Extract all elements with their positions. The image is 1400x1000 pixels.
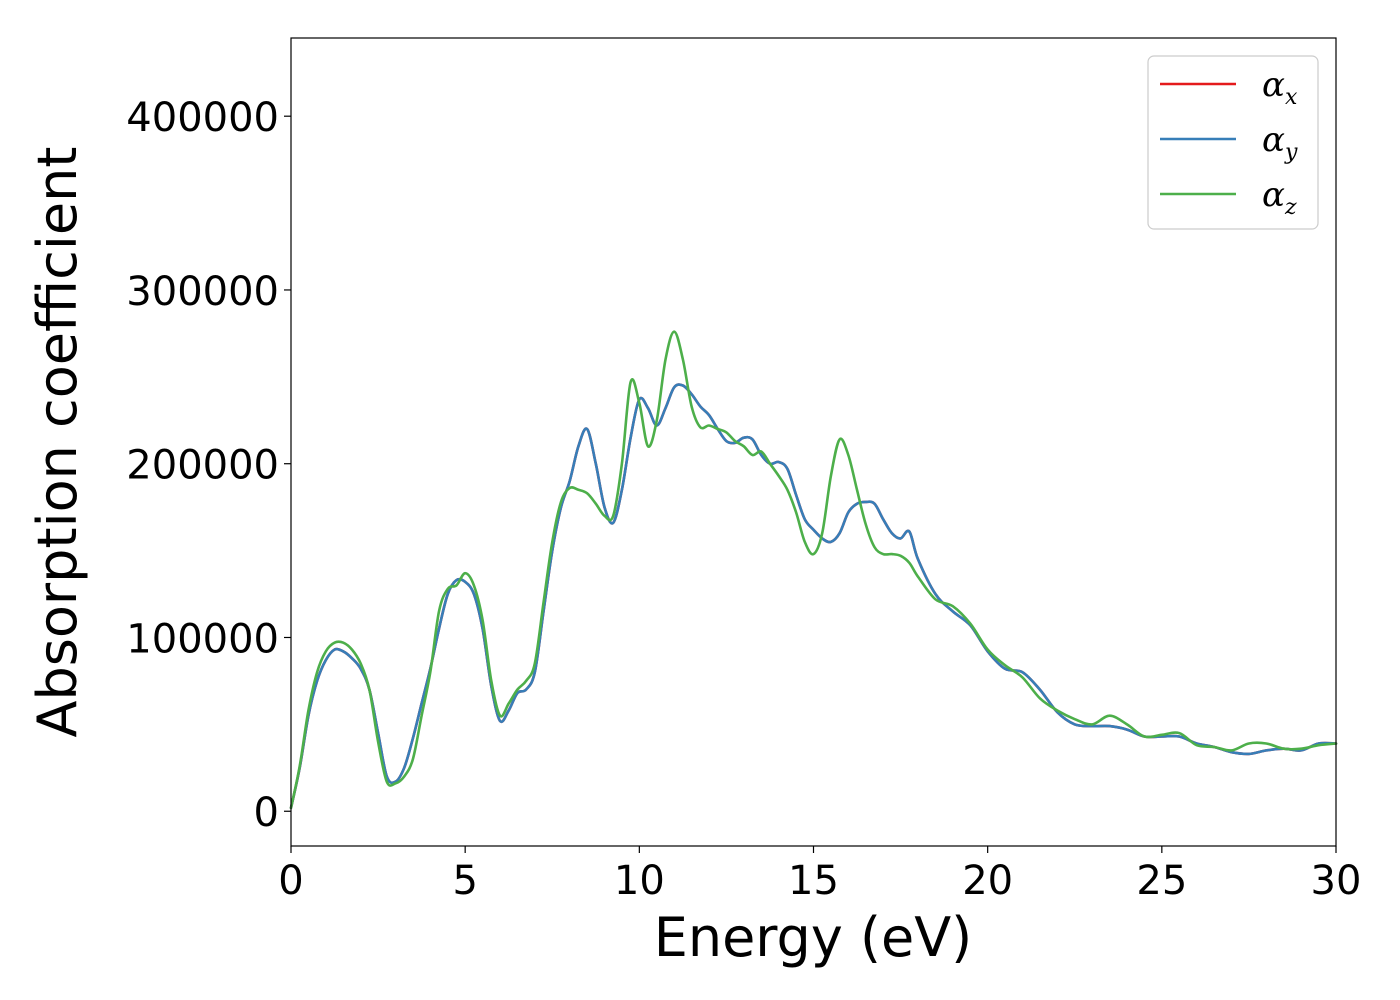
series-line-z [289, 330, 1338, 810]
x-tick-label: 25 [1136, 858, 1187, 904]
y-axis: 0 100000 200000 300000 400000 [126, 95, 291, 836]
legend-label-z: αz [1262, 175, 1297, 220]
y-tick-label: 400000 [126, 95, 279, 141]
series-line-y [289, 383, 1338, 810]
y-axis-title: Absorption coefficient [26, 147, 89, 738]
x-axis-title: Energy (eV) [654, 906, 973, 969]
x-tick-label: 5 [452, 858, 477, 904]
y-tick-label: 0 [254, 790, 279, 836]
x-tick-label: 30 [1311, 858, 1362, 904]
legend-label-x: αx [1262, 65, 1298, 110]
y-tick-label: 200000 [126, 443, 279, 489]
x-axis: 0 5 10 15 20 25 30 [278, 846, 1361, 904]
legend-box [1147, 55, 1319, 230]
legend: αx αy αz [1147, 55, 1319, 230]
y-tick-label: 100000 [126, 616, 279, 662]
x-tick-label: 20 [962, 858, 1013, 904]
series-layer [289, 330, 1338, 810]
legend-label-y: αy [1262, 120, 1298, 165]
y-tick-label: 300000 [126, 269, 279, 315]
x-tick-label: 10 [614, 858, 665, 904]
x-tick-label: 0 [278, 858, 303, 904]
x-tick-label: 15 [788, 858, 839, 904]
